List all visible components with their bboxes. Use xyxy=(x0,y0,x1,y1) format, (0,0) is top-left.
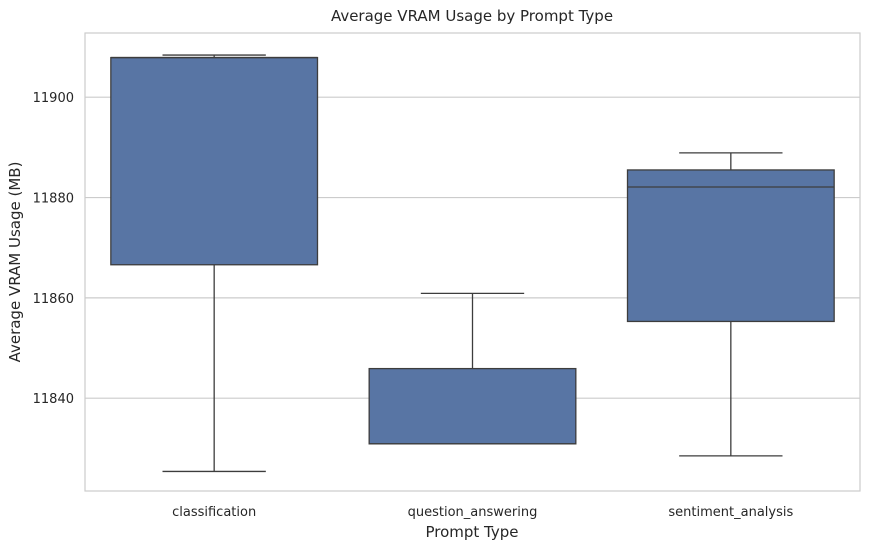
x-tick-label: sentiment_analysis xyxy=(668,505,793,520)
box-iqr xyxy=(368,367,577,445)
x-tick-label: classification xyxy=(172,505,256,520)
x-axis-title: Prompt Type xyxy=(425,523,518,541)
y-tick-labels: 11840 11860 11880 11900 xyxy=(33,91,74,407)
plot-frame xyxy=(84,32,861,492)
boxes xyxy=(110,54,835,473)
box-iqr xyxy=(626,169,835,323)
y-tick-label: 11860 xyxy=(33,292,74,307)
box-iqr xyxy=(110,56,319,266)
y-tick-label: 11840 xyxy=(33,392,74,407)
box-group-question_answering xyxy=(368,292,577,445)
chart-title: Average VRAM Usage by Prompt Type xyxy=(331,7,613,25)
box-group-classification xyxy=(110,54,319,473)
x-tick-label: question_answering xyxy=(408,505,538,520)
box-group-sentiment_analysis xyxy=(626,152,835,457)
y-tick-label: 11880 xyxy=(33,192,74,207)
y-tick-label: 11900 xyxy=(33,91,74,106)
x-tick-labels: classification question_answering sentimen… xyxy=(172,505,793,520)
y-axis-title: Average VRAM Usage (MB) xyxy=(6,162,24,363)
